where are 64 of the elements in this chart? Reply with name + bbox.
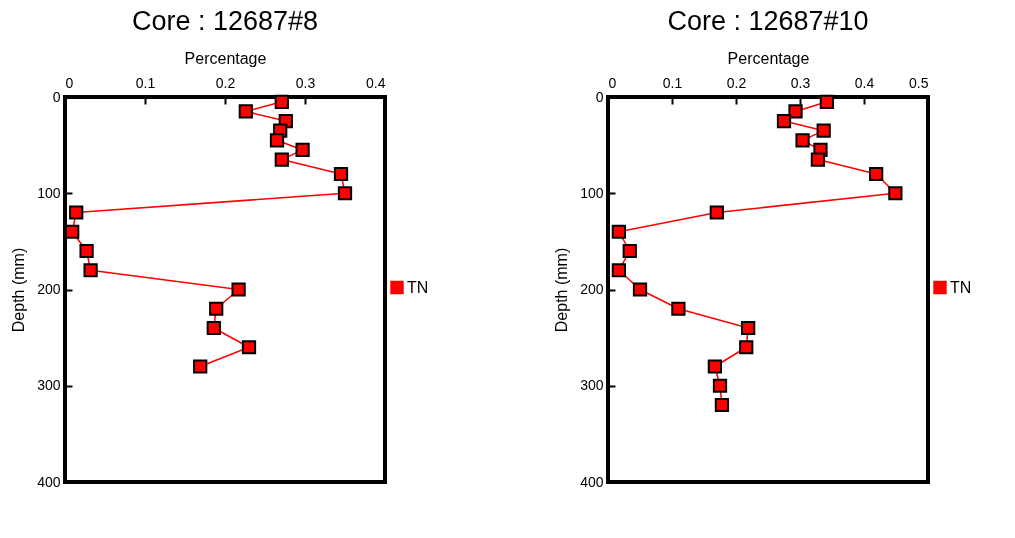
point	[819, 94, 834, 109]
point	[65, 224, 80, 239]
x-tick-label: 0.2	[215, 74, 236, 91]
point	[241, 340, 257, 355]
point	[741, 320, 756, 336]
point	[69, 205, 84, 220]
point	[714, 397, 730, 413]
point	[83, 263, 98, 278]
point	[238, 104, 253, 119]
x-tick-label: 0.3	[790, 74, 811, 91]
point	[816, 123, 831, 138]
point	[869, 166, 884, 182]
point	[709, 205, 724, 220]
y-tick-label: 300	[37, 377, 61, 394]
point	[611, 224, 626, 239]
x-tick-label: 0	[608, 74, 617, 91]
point	[611, 263, 626, 278]
point	[776, 113, 792, 129]
point	[206, 320, 221, 336]
point	[788, 104, 803, 119]
y-tick-label: 100	[580, 184, 604, 201]
point	[295, 142, 310, 158]
x-tick-label: 0.4	[854, 74, 875, 91]
point	[632, 282, 648, 297]
point	[707, 359, 722, 374]
x-axis-title: Percentage	[184, 49, 267, 67]
y-tick-label: 200	[580, 281, 604, 297]
y-tick-label: 200	[37, 281, 61, 297]
y-tick-label: 100	[37, 184, 61, 201]
y-tick-label: 0	[52, 88, 61, 105]
chart-title: Core : 12687#8	[131, 6, 319, 36]
y-axis-title: Depth (mm)	[553, 247, 571, 333]
point	[231, 282, 246, 297]
y-tick-label: 400	[37, 473, 61, 490]
x-tick-label: 0.4	[366, 74, 386, 91]
point	[269, 133, 285, 148]
point	[79, 243, 94, 259]
y-tick-label: 400	[580, 473, 604, 490]
y-tick-label: 0	[595, 88, 604, 105]
point	[810, 152, 826, 167]
point	[337, 186, 353, 201]
legend-label: TN	[950, 278, 972, 296]
point	[193, 359, 208, 374]
point	[274, 152, 289, 167]
x-tick-label: 0.3	[295, 74, 316, 91]
point	[795, 133, 810, 148]
x-axis-title: Percentage	[727, 49, 810, 67]
point	[739, 340, 754, 355]
x-tick-label: 0.5	[909, 74, 929, 91]
point	[333, 166, 349, 182]
point	[712, 378, 728, 393]
y-tick-label: 300	[580, 377, 604, 394]
legend-label: TN	[407, 278, 429, 296]
y-axis-title: Depth (mm)	[10, 247, 28, 333]
chart-title: Core : 12687#10	[667, 6, 869, 36]
x-tick-label: 0	[65, 74, 74, 91]
x-tick-label: 0.1	[662, 74, 683, 91]
x-tick-label: 0.2	[726, 74, 747, 91]
point	[888, 186, 903, 201]
point	[622, 243, 637, 259]
point	[209, 301, 224, 316]
x-tick-label: 0.1	[135, 74, 156, 91]
point	[671, 301, 686, 316]
point	[274, 94, 289, 109]
